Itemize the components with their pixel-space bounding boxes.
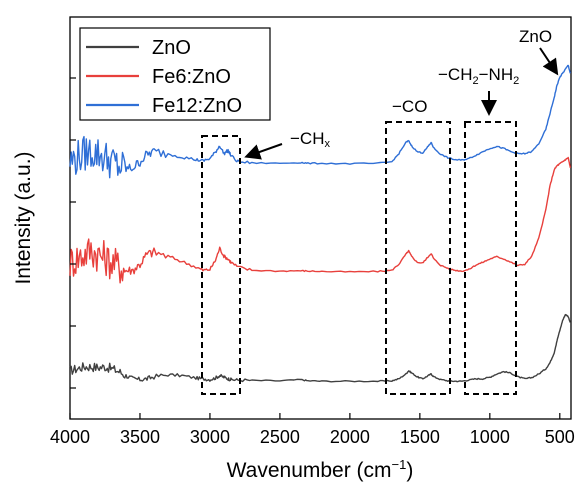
annotation-label-ch2nh2: −CH2−NH2 <box>438 65 519 87</box>
annotation-label-co: −CO <box>392 97 427 116</box>
legend-label-fe6: Fe6:ZnO <box>152 66 231 88</box>
legend-label-zno: ZnO <box>152 37 191 59</box>
y-ticks <box>70 77 76 389</box>
annotation-label-zno: ZnO <box>519 27 552 46</box>
annotation-label-ch: −CHx <box>290 129 330 150</box>
x-tick-label: 500 <box>545 427 575 447</box>
x-ticks: 4000 3500 3000 2500 2000 1500 1000 500 <box>50 413 575 447</box>
annotation-box-ch <box>201 135 241 395</box>
annotations <box>201 121 517 395</box>
x-tick-label: 1500 <box>400 427 440 447</box>
annotation-arrows <box>244 47 559 160</box>
series-layer <box>69 64 571 383</box>
plot-frame <box>69 16 572 420</box>
annotation-arrow-zno <box>539 47 559 76</box>
y-axis-title: Intensity (a.u.) <box>12 151 35 284</box>
x-tick-label: 2500 <box>260 427 300 447</box>
x-tick-label: 1000 <box>470 427 510 447</box>
x-tick-label: 3000 <box>190 427 230 447</box>
legend: ZnO Fe6:ZnO Fe12:ZnO <box>79 27 271 121</box>
annotation-arrow-ch <box>244 143 283 160</box>
legend-label-fe12: Fe12:ZnO <box>152 95 242 117</box>
series-line-fe12-zno <box>69 64 571 179</box>
series-line-fe6-zno <box>69 156 571 284</box>
x-tick-label: 4000 <box>50 427 90 447</box>
annotation-box-co <box>385 121 451 395</box>
annotation-box-ch2nh2 <box>464 121 517 395</box>
series-line-zno <box>69 313 571 383</box>
x-tick-label: 2000 <box>330 427 370 447</box>
x-axis-title: Wavenumber (cm−1) <box>227 457 414 482</box>
x-tick-label: 3500 <box>120 427 160 447</box>
